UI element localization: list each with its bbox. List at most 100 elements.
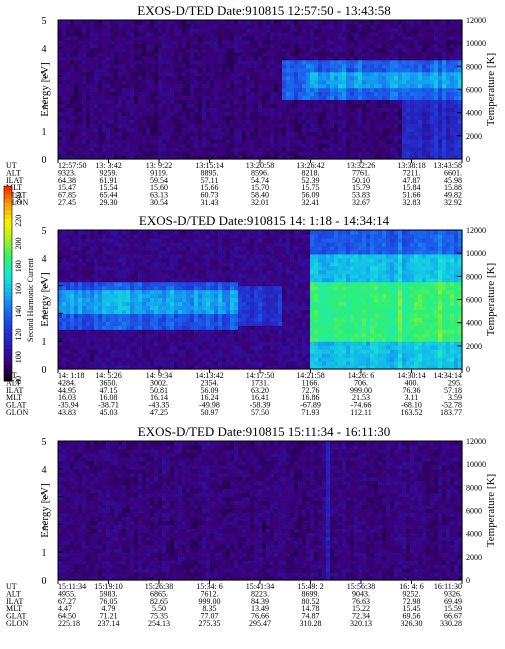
heatmap-cell	[366, 119, 371, 124]
heatmap-cell	[250, 79, 255, 85]
heatmap-cell	[186, 103, 191, 108]
heatmap-cell	[154, 257, 159, 263]
heatmap-cell	[106, 91, 111, 97]
heatmap-cell	[390, 119, 395, 124]
heatmap-cell	[210, 337, 215, 342]
heatmap-cell	[74, 43, 79, 49]
heatmap-cell	[154, 115, 159, 120]
heatmap-cell	[238, 107, 243, 112]
heatmap-cell	[322, 47, 327, 53]
heatmap-cell	[178, 237, 183, 243]
heatmap-cell	[94, 87, 99, 93]
heatmap-cell	[362, 27, 367, 33]
heatmap-cell	[206, 233, 211, 239]
heatmap-cell	[458, 143, 463, 148]
heatmap-cell	[146, 333, 151, 338]
heatmap-cell	[70, 230, 75, 235]
heatmap-cell	[102, 357, 107, 362]
heatmap-cell	[126, 147, 131, 152]
heatmap-cell	[442, 43, 447, 49]
heatmap-cell	[170, 233, 175, 239]
heatmap-cell	[210, 151, 215, 156]
heatmap-cell	[142, 345, 147, 350]
heatmap-cell	[94, 43, 99, 49]
heatmap-cell	[406, 115, 411, 120]
heatmap-cell	[442, 87, 447, 93]
heatmap-cell	[406, 107, 411, 112]
heatmap-cell	[194, 87, 199, 93]
heatmap-cell	[210, 51, 215, 57]
heatmap-cell	[242, 107, 247, 112]
heatmap-cell	[294, 51, 299, 57]
heatmap-cell	[150, 353, 155, 358]
heatmap-cell	[374, 147, 379, 152]
heatmap-cell	[258, 75, 263, 81]
heatmap-cell	[454, 147, 459, 152]
heatmap-cell	[70, 115, 75, 120]
heatmap-cell	[270, 55, 275, 61]
heatmap-cell	[186, 313, 191, 318]
heatmap-cell	[258, 123, 263, 128]
heatmap-cell	[238, 47, 243, 53]
heatmap-cell	[222, 71, 227, 77]
heatmap-cell	[222, 27, 227, 33]
heatmap-cell	[238, 31, 243, 37]
heatmap-cell	[126, 107, 131, 112]
heatmap-cell	[182, 349, 187, 354]
heatmap-cell	[346, 135, 351, 140]
heatmap-cell	[206, 63, 211, 69]
heatmap-cell	[446, 155, 451, 160]
heatmap-cell	[130, 51, 135, 57]
heatmap-cell	[102, 20, 107, 25]
heatmap-cell	[202, 87, 207, 93]
heatmap-cell	[146, 31, 151, 37]
heatmap-cell	[258, 55, 263, 61]
heatmap-cell	[450, 99, 455, 104]
heatmap-cell	[142, 273, 147, 279]
heatmap-cell	[398, 135, 403, 140]
heatmap-cell	[458, 95, 463, 101]
heatmap-cell	[298, 91, 303, 97]
heatmap-cell	[270, 135, 275, 140]
heatmap-cell	[394, 51, 399, 57]
heatmap-cell	[70, 47, 75, 53]
heatmap-cell	[134, 245, 139, 251]
heatmap-cell	[362, 71, 367, 77]
heatmap-cell	[434, 67, 439, 73]
heatmap-cell	[134, 95, 139, 101]
heatmap-cell	[162, 349, 167, 354]
heatmap-cell	[426, 147, 431, 152]
heatmap-cell	[102, 257, 107, 263]
heatmap-cell	[190, 95, 195, 101]
heatmap-cell	[130, 241, 135, 247]
heatmap-cell	[454, 99, 459, 104]
heatmap-cell	[318, 20, 323, 25]
heatmap-cell	[110, 325, 115, 330]
heatmap-cell	[70, 23, 75, 29]
heatmap-cell	[422, 119, 427, 124]
heatmap-cell	[166, 253, 171, 259]
heatmap-cell	[186, 301, 191, 307]
heatmap-cell	[78, 289, 83, 295]
heatmap-cell	[202, 309, 207, 314]
heatmap-cell	[378, 27, 383, 33]
heatmap-cell	[178, 241, 183, 247]
heatmap-cell	[194, 273, 199, 279]
heatmap-cell	[198, 35, 203, 41]
heatmap-cell	[194, 47, 199, 53]
heatmap-cell	[158, 345, 163, 350]
heatmap-cell	[250, 39, 255, 45]
heatmap-cell	[150, 349, 155, 354]
heatmap-cell	[430, 39, 435, 45]
heatmap-cell	[182, 249, 187, 255]
heatmap-cell	[422, 23, 427, 29]
heatmap-cell	[130, 305, 135, 311]
heatmap-cell	[122, 309, 127, 314]
heatmap-cell	[366, 71, 371, 77]
heatmap-cell	[326, 31, 331, 37]
heatmap-cell	[78, 27, 83, 33]
heatmap-cell	[410, 119, 415, 124]
heatmap-cell	[422, 147, 427, 152]
heatmap-cell	[58, 75, 63, 81]
heatmap-cell	[370, 99, 375, 104]
